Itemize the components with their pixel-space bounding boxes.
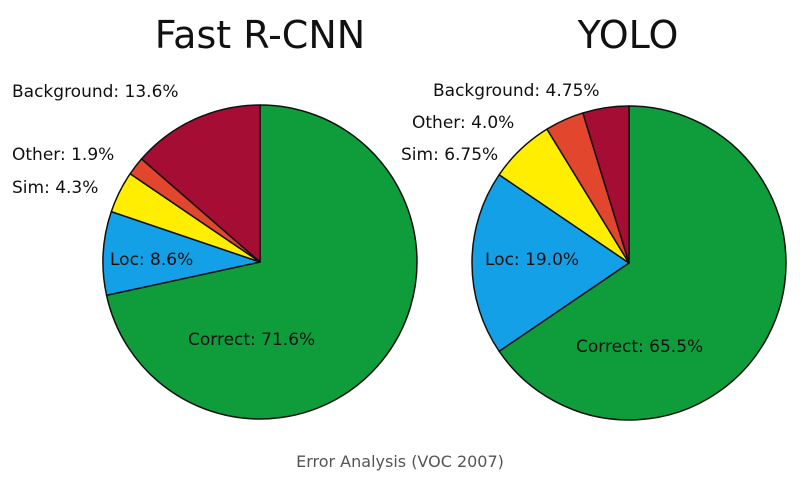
pie-label-loc: Loc: 19.0% [485, 250, 579, 270]
pie-label-other: Other: 4.0% [412, 113, 514, 133]
pie-slice-background [140, 104, 261, 263]
pie-label-correct: Correct: 65.5% [576, 337, 703, 357]
pie-slice-loc [102, 210, 261, 297]
pie-fast-rcnn [102, 104, 418, 420]
pie-label-background: Background: 13.6% [12, 82, 179, 102]
pie-slice-correct [105, 104, 418, 420]
chart-title-yolo: YOLO [577, 13, 679, 57]
pie-label-sim: Sim: 4.3% [12, 178, 98, 198]
pie-slice-loc [471, 174, 630, 352]
pie-label-correct: Correct: 71.6% [188, 330, 315, 350]
pie-label-background: Background: 4.75% [433, 81, 600, 101]
pie-slice-background [582, 105, 630, 264]
pie-yolo [471, 105, 787, 421]
pie-label-loc: Loc: 8.6% [110, 250, 193, 270]
chart-title-fast-rcnn: Fast R-CNN [155, 13, 365, 57]
pie-label-other: Other: 1.9% [12, 145, 114, 165]
pie-label-sim: Sim: 6.75% [401, 145, 498, 165]
figure-caption: Error Analysis (VOC 2007) [296, 452, 504, 471]
pie-slice-correct [498, 105, 787, 421]
